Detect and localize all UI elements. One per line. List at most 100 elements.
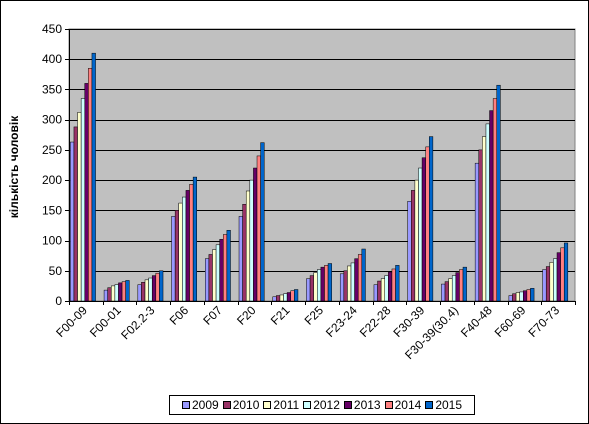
bar-2013-F00-01 <box>118 282 123 302</box>
bar-2010-F25 <box>309 275 314 302</box>
x-tick-label: F40-48 <box>458 303 495 340</box>
bar-2012-F06 <box>182 196 187 302</box>
bar-2009-F30-39(30.4) <box>441 283 446 302</box>
bar-2009-F60-69 <box>508 295 513 302</box>
bar-2009-F00-01 <box>103 289 108 302</box>
y-tick-label: 50 <box>49 264 63 278</box>
legend-label: 2011 <box>273 398 300 412</box>
bar-2013-F20 <box>253 167 258 302</box>
x-tick-label: F20 <box>234 303 259 328</box>
bar-2009-F00-09 <box>70 141 75 302</box>
bar-2011-F07 <box>212 249 217 302</box>
bar-2012-F60-69 <box>519 291 524 302</box>
legend-label: 2013 <box>353 398 381 412</box>
legend-item-2015: 2015 <box>425 398 462 412</box>
bar-2013-F21 <box>286 292 291 302</box>
bar-2009-F70-73 <box>542 269 547 302</box>
x-tick-label: F23-24 <box>323 303 360 340</box>
bar-2012-F25 <box>317 269 322 302</box>
legend-swatch <box>303 401 312 409</box>
bar-2010-F70-73 <box>545 266 551 302</box>
bar-2013-F02.2-3 <box>151 275 157 302</box>
bar-2011-F60-69 <box>515 292 520 302</box>
bar-2015-F07 <box>226 230 231 302</box>
bar-2013-F06 <box>185 190 190 302</box>
x-tick-label: F00-01 <box>87 303 124 340</box>
legend-item-2012: 2012 <box>303 398 340 412</box>
legend-item-2010: 2010 <box>222 398 260 412</box>
y-tick-label: 300 <box>42 113 62 127</box>
x-tick-label: F06 <box>167 303 192 328</box>
bar-2011-F00-09 <box>77 112 82 302</box>
bar-2015-F06 <box>192 176 197 302</box>
y-tick-label: 450 <box>42 22 62 36</box>
legend-swatch <box>343 401 352 409</box>
bar-2014-F00-01 <box>121 281 126 302</box>
bar-2011-F23-24 <box>347 265 352 302</box>
bar-2012-F02.2-3 <box>148 277 153 302</box>
bar-2009-F40-48 <box>474 162 479 302</box>
bar-2012-F20 <box>249 179 254 302</box>
legend-item-2011: 2011 <box>263 398 299 412</box>
y-tick-label: 250 <box>42 143 62 157</box>
bar-2013-F23-24 <box>354 258 359 302</box>
bar-2009-F30-39 <box>407 201 412 302</box>
bar-2013-F70-73 <box>556 252 561 302</box>
bar-2015-F00-09 <box>91 52 96 302</box>
bar-2013-F60-69 <box>523 290 528 302</box>
y-tick-label: 400 <box>42 52 62 66</box>
bar-2015-F20 <box>260 142 265 302</box>
bar-2012-F23-24 <box>350 262 355 302</box>
bar-2012-F21 <box>283 293 288 302</box>
bar-2010-F20 <box>242 204 247 302</box>
legend-item-2014: 2014 <box>384 398 421 412</box>
legend-swatch <box>222 401 231 409</box>
bar-2014-F25 <box>324 265 329 302</box>
bar-2011-F21 <box>279 294 284 302</box>
bar-2014-F22-28 <box>391 268 396 302</box>
legend: 2009 2010 2011 2012 2013 2014 2015 <box>169 395 475 415</box>
bar-2015-F40-48 <box>496 84 501 302</box>
x-tick-label: F70-73 <box>525 303 562 340</box>
legend-label: 2009 <box>191 398 219 412</box>
bar-2009-F21 <box>272 296 277 302</box>
bar-2014-F00-09 <box>88 68 93 302</box>
bar-2015-F30-39 <box>429 136 434 302</box>
bar-2012-F07 <box>215 244 220 302</box>
bar-2015-F25 <box>327 263 332 302</box>
legend-swatch <box>181 401 190 409</box>
bar-2010-F02.2-3 <box>141 282 146 302</box>
bar-2012-F00-01 <box>114 284 119 302</box>
bar-2014-F60-69 <box>526 289 531 302</box>
bar-2009-F23-24 <box>339 273 345 302</box>
bar-2015-F00-01 <box>125 280 130 302</box>
bar-2009-F20 <box>238 216 243 302</box>
bar-2013-F40-48 <box>489 110 494 302</box>
bar-2015-F30-39(30.4) <box>462 266 467 302</box>
bar-2011-F22-28 <box>380 278 385 302</box>
bar-2011-F25 <box>313 272 318 302</box>
bar-2015-F60-69 <box>530 288 535 302</box>
bar-2010-F30-39(30.4) <box>444 281 449 302</box>
x-tick-label: F25 <box>302 303 327 328</box>
y-tick-label: 0 <box>55 294 62 308</box>
bar-2015-F21 <box>294 289 299 302</box>
bar-2014-F02.2-3 <box>155 272 160 302</box>
bar-2010-F06 <box>174 210 179 302</box>
bar-2012-F40-48 <box>485 123 490 302</box>
legend-swatch <box>263 401 272 409</box>
y-tick-label: 350 <box>42 82 62 96</box>
bar-2012-F30-39(30.4) <box>451 275 457 302</box>
legend-label: 2010 <box>232 398 260 412</box>
legend-label: 2012 <box>313 398 340 412</box>
bar-2012-F22-28 <box>384 275 389 302</box>
bar-2009-F25 <box>306 278 311 302</box>
bar-2013-F07 <box>219 239 224 302</box>
legend-label: 2015 <box>435 398 463 412</box>
y-tick-label: 100 <box>42 234 62 248</box>
bar-2013-F30-39(30.4) <box>455 272 460 302</box>
bar-2014-F21 <box>290 290 295 302</box>
bar-2015-F23-24 <box>361 248 366 302</box>
bar-2009-F02.2-3 <box>137 284 142 302</box>
